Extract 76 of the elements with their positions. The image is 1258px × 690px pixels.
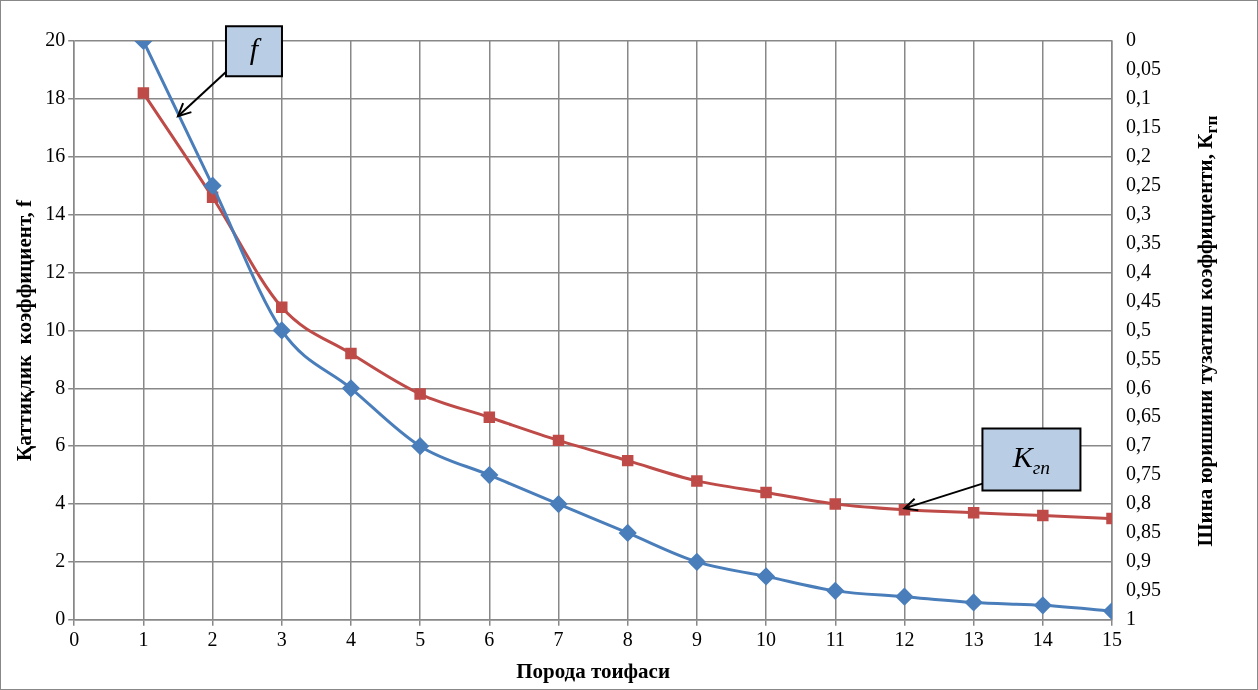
y2-tick-label: 0,45 <box>1126 288 1161 311</box>
y2-tick-label: 0,1 <box>1126 86 1151 109</box>
point <box>345 347 357 360</box>
annotation: f <box>249 32 262 66</box>
point <box>619 524 637 542</box>
x-tick-label: 2 <box>207 628 218 651</box>
y-tick-label: 20 <box>45 28 66 51</box>
y-tick-label: 8 <box>55 375 66 398</box>
point <box>688 553 706 571</box>
y2-tick-label: 0,5 <box>1126 317 1151 340</box>
y2-tick-label: 0,9 <box>1126 549 1151 572</box>
y2-tick-label: 0,65 <box>1126 404 1161 427</box>
point <box>760 486 772 499</box>
y-axis-title: Қаттиқлик коэффициент, f <box>12 198 37 461</box>
y-tick-label: 4 <box>55 491 66 514</box>
y2-tick-label: 0,6 <box>1126 375 1151 398</box>
point <box>1037 509 1049 522</box>
x-tick-label: 12 <box>894 628 915 651</box>
point <box>691 475 703 487</box>
x-tick-label: 11 <box>825 628 845 651</box>
x-tick-label: 1 <box>138 628 149 651</box>
y2-tick-label: 0,35 <box>1126 230 1161 253</box>
point <box>1034 596 1052 614</box>
x-tick-label: 5 <box>415 628 426 651</box>
x-tick-label: 0 <box>69 628 80 651</box>
y2-tick-label: 0 <box>1126 28 1136 51</box>
y2-tick-label: 0,85 <box>1126 520 1161 543</box>
y2-tick-label: 0,7 <box>1126 433 1151 456</box>
point <box>411 437 429 455</box>
point <box>826 582 844 600</box>
y2-tick-label: 0,2 <box>1126 144 1151 167</box>
point <box>965 593 983 611</box>
x-tick-label: 8 <box>622 628 633 651</box>
point <box>273 321 291 339</box>
y2-tick-label: 1 <box>1126 607 1136 630</box>
point <box>967 506 980 519</box>
point <box>552 434 565 447</box>
x-tick-label: 9 <box>691 628 702 651</box>
x-tick-label: 15 <box>1102 628 1122 651</box>
point <box>276 301 288 313</box>
x-tick-label: 7 <box>553 628 564 651</box>
x-tick-label: 10 <box>756 628 777 651</box>
y-tick-label: 14 <box>45 201 66 224</box>
point <box>137 87 150 99</box>
x-tick-label: 4 <box>345 628 356 651</box>
x-tick-label: 14 <box>1032 628 1053 651</box>
point <box>621 454 634 467</box>
y2-tick-label: 0,75 <box>1126 462 1161 485</box>
point <box>895 588 913 606</box>
x-tick-label: 13 <box>963 628 984 651</box>
y-tick-label: 0 <box>55 607 66 630</box>
point <box>342 379 360 397</box>
y2-tick-label: 0,55 <box>1126 346 1161 369</box>
y2-tick-label: 0,8 <box>1126 491 1151 514</box>
y2-tick-label: 0,05 <box>1126 57 1161 80</box>
point <box>480 466 498 484</box>
point <box>483 411 496 423</box>
x-tick-label: 3 <box>276 628 287 651</box>
point <box>550 495 568 513</box>
y2-tick-label: 0,3 <box>1126 201 1151 224</box>
point <box>829 498 841 510</box>
y2-tick-label: 0,4 <box>1126 259 1151 282</box>
y-tick-label: 10 <box>45 317 66 340</box>
y-tick-label: 18 <box>45 86 66 109</box>
point <box>414 388 426 400</box>
point <box>204 177 222 195</box>
x-axis-title: Порода тоифаси <box>516 658 671 683</box>
y-tick-label: 2 <box>55 549 66 572</box>
y2-tick-label: 0,15 <box>1126 115 1161 138</box>
y-tick-label: 16 <box>45 144 66 167</box>
point <box>757 567 775 585</box>
x-tick-label: 6 <box>484 628 495 651</box>
y-tick-label: 12 <box>45 259 66 282</box>
y2-tick-label: 0,95 <box>1126 578 1161 601</box>
y2-tick-label: 0,25 <box>1126 172 1161 195</box>
y-tick-label: 6 <box>55 433 66 456</box>
